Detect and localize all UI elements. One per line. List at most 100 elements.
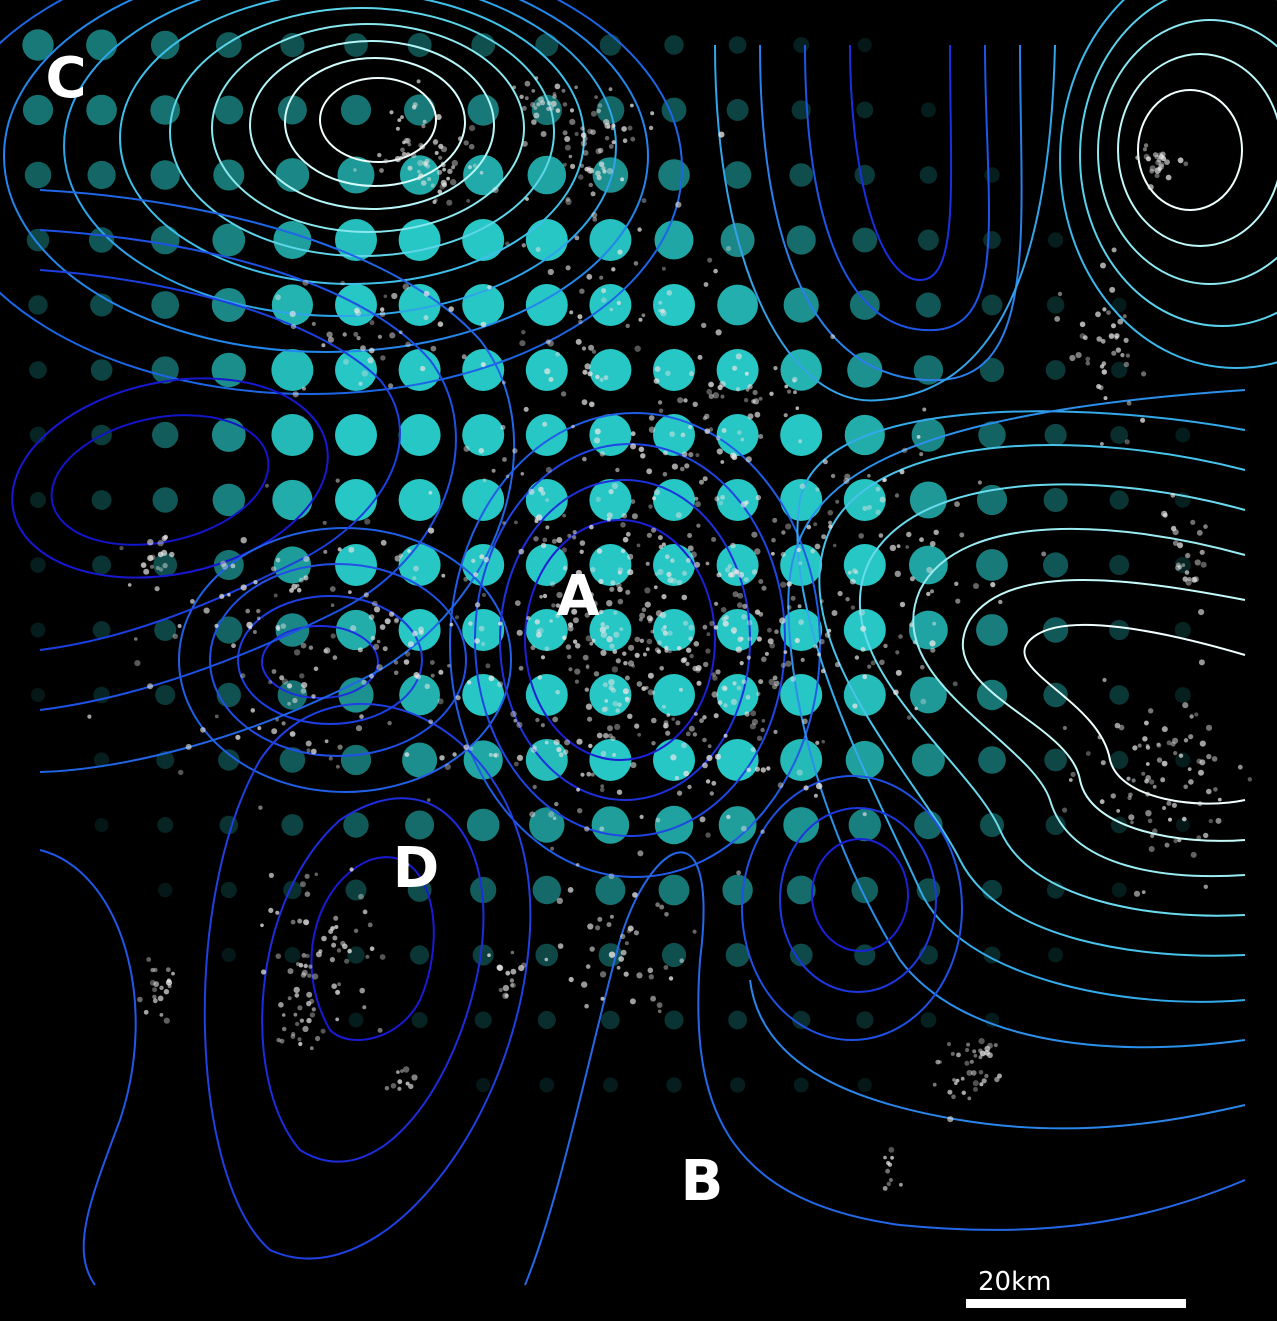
cluster-point [682, 570, 687, 576]
cluster-point [537, 675, 542, 680]
cluster-point [343, 358, 349, 365]
cluster-point [1099, 799, 1105, 805]
cluster-point [650, 111, 655, 116]
cluster-point [639, 612, 646, 619]
cluster-point [1100, 760, 1106, 766]
cluster-point [544, 957, 549, 962]
cluster-point [1115, 347, 1122, 353]
cluster-point [695, 453, 700, 458]
grid-dot [783, 807, 820, 843]
grid-dot [909, 545, 948, 585]
cluster-point [579, 549, 584, 554]
cluster-point [916, 435, 921, 439]
cluster-point [1160, 151, 1166, 158]
cluster-point [1206, 753, 1212, 760]
cluster-point [653, 489, 661, 496]
cluster-point [600, 996, 605, 1001]
cluster-point [1156, 158, 1162, 163]
cluster-point [1096, 336, 1102, 342]
cluster-point [622, 138, 628, 143]
cluster-point [380, 307, 385, 312]
cluster-point [793, 390, 797, 395]
cluster-point [651, 527, 657, 533]
cluster-point [1173, 751, 1178, 756]
cluster-point [1178, 753, 1184, 758]
cluster-point [631, 513, 638, 520]
cluster-point [362, 1005, 367, 1010]
grid-dot [398, 479, 441, 521]
cluster-point [601, 706, 608, 713]
grid-dot [212, 223, 246, 257]
cluster-point [293, 649, 301, 656]
contour-line [284, 57, 466, 187]
cluster-point [275, 910, 280, 915]
region-label-d: D [393, 836, 439, 901]
cluster-point [920, 698, 927, 705]
cluster-point [683, 770, 690, 777]
cluster-point [362, 909, 368, 915]
cluster-point [287, 996, 292, 1001]
cluster-point [666, 713, 671, 717]
cluster-point [394, 555, 401, 562]
cluster-point [581, 399, 588, 406]
region-label-c: C [45, 46, 86, 111]
cluster-point [1143, 153, 1150, 160]
cluster-point [301, 682, 308, 689]
cluster-point [630, 443, 637, 450]
cluster-point [455, 695, 461, 701]
cluster-point [802, 718, 808, 725]
cluster-point [1082, 335, 1088, 341]
cluster-point [367, 357, 374, 364]
cluster-point [595, 170, 601, 177]
cluster-point [497, 681, 504, 688]
cluster-point [665, 370, 671, 376]
cluster-point [670, 754, 677, 761]
cluster-point [1200, 561, 1207, 568]
grid-dot [151, 291, 180, 319]
cluster-point [580, 126, 585, 131]
cluster-point [155, 566, 160, 570]
cluster-point [240, 584, 247, 591]
cluster-point [919, 537, 924, 543]
cluster-point [660, 308, 665, 314]
cluster-point [565, 644, 572, 650]
cluster-point [336, 948, 342, 953]
cluster-point [405, 341, 411, 348]
cluster-point [1122, 314, 1127, 319]
cluster-point [344, 958, 350, 964]
cluster-point [1148, 846, 1155, 852]
cluster-point [542, 593, 548, 599]
cluster-point [870, 660, 876, 666]
cluster-point [969, 1059, 974, 1064]
cluster-point [1170, 492, 1176, 498]
contour-line [319, 77, 437, 163]
cluster-point [656, 649, 662, 654]
cluster-point [384, 618, 391, 625]
cluster-point [603, 732, 609, 739]
cluster-point [330, 603, 335, 607]
cluster-point [430, 345, 437, 352]
cluster-point [471, 558, 476, 564]
contour-line [39, 189, 516, 773]
cluster-point [646, 615, 653, 621]
cluster-point [474, 602, 481, 608]
cluster-point [533, 112, 540, 119]
cluster-point [772, 675, 778, 681]
cluster-point [498, 987, 503, 993]
cluster-point [248, 625, 253, 630]
grid-dot [463, 740, 503, 780]
cluster-point [252, 630, 257, 634]
cluster-point [827, 509, 834, 516]
grid-dot [539, 1077, 555, 1093]
cluster-point [625, 589, 631, 595]
grid-dot [399, 674, 440, 716]
grid-dot [849, 290, 880, 320]
cluster-point [694, 496, 699, 501]
cluster-point [1141, 771, 1146, 776]
cluster-point [1141, 371, 1147, 377]
cluster-point [468, 621, 473, 626]
cluster-point [670, 558, 675, 563]
cluster-point [735, 646, 742, 653]
cluster-point [656, 640, 662, 646]
